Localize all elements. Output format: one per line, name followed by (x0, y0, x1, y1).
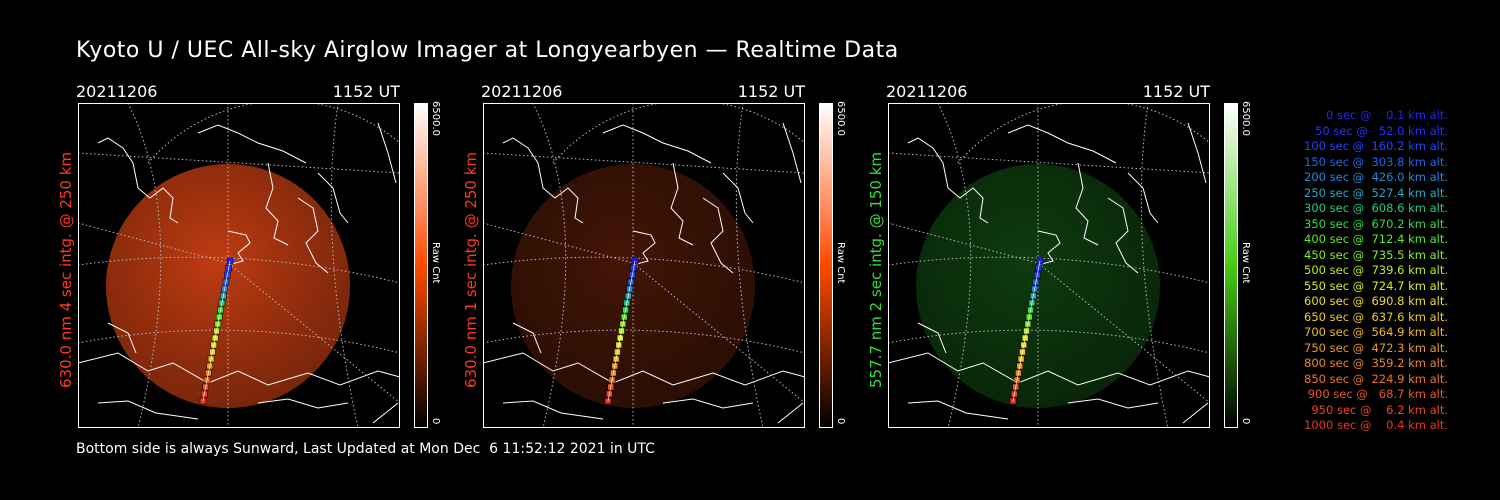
legend-row: 650 sec @ 637.6 km alt. (1304, 309, 1448, 324)
panel3-date: 20211206 (886, 82, 968, 101)
coastline (888, 352, 1210, 386)
panel2-allsky-image (483, 103, 805, 428)
legend-row: 350 sec @ 670.2 km alt. (1304, 216, 1448, 231)
coastline (197, 124, 307, 164)
coastline (777, 402, 804, 424)
panel3-colorbar (1224, 103, 1238, 428)
legend-row: 50 sec @ 52.0 km alt. (1315, 123, 1448, 138)
graticule-line (957, 103, 1210, 164)
graticule-line (147, 103, 400, 164)
page-title: Kyoto U / UEC All-sky Airglow Imager at … (76, 38, 899, 63)
graticule-line (888, 152, 1210, 174)
airglow-image (106, 164, 350, 408)
legend-row: 400 sec @ 712.4 km alt. (1304, 232, 1448, 246)
panel1-colorbar-unit: Raw Cnt (430, 242, 441, 284)
coastline (702, 197, 734, 274)
graticule-line (888, 256, 1210, 284)
graticule-line (888, 329, 1210, 354)
coastline (907, 400, 1009, 420)
coastline (1007, 124, 1117, 164)
legend-row: 550 sec @ 724.7 km alt. (1304, 278, 1448, 293)
panel2-side-label: 630.0 nm 1 sec intg. @ 250 km (462, 151, 480, 388)
legend-row: 500 sec @ 739.6 km alt. (1304, 263, 1448, 277)
legend-row: 300 sec @ 608.6 km alt. (1304, 201, 1448, 215)
coastline (1127, 172, 1159, 224)
coastline (917, 322, 947, 354)
coastline (78, 352, 400, 386)
coastline (107, 322, 137, 354)
graticule-line (78, 256, 400, 284)
coastline (602, 124, 712, 164)
graticule-line (483, 152, 805, 174)
panel2-colorbar-min: 0 (835, 418, 846, 425)
legend-row: 600 sec @ 690.8 km alt. (1304, 294, 1448, 308)
altitude-time-legend: 0 sec @ 0.1 km alt. 50 sec @ 52.0 km alt.… (1262, 108, 1448, 434)
panel3-side-label: 557.7 nm 2 sec intg. @ 150 km (867, 151, 885, 388)
coastline (97, 400, 199, 420)
coastline (1067, 398, 1159, 409)
panel2-colorbar-max: 6500.0 (835, 101, 846, 136)
coastline (1107, 197, 1139, 274)
graticule-line (78, 329, 400, 354)
legend-row: 950 sec @ 6.2 km alt. (1311, 402, 1448, 417)
legend-row: 750 sec @ 472.3 km alt. (1304, 340, 1448, 355)
legend-row: 800 sec @ 359.2 km alt. (1304, 356, 1448, 370)
panel3-allsky-image (888, 103, 1210, 428)
panel1-allsky-image (78, 103, 400, 428)
graticule-line (483, 256, 805, 284)
coastline (257, 398, 349, 409)
coastline (265, 162, 289, 246)
panel2-colorbar-unit: Raw Cnt (835, 242, 846, 284)
coastline (317, 172, 349, 224)
coastline (512, 322, 542, 354)
graticule-line (483, 329, 805, 354)
coastline (372, 402, 399, 424)
coastline (907, 137, 989, 224)
coastline (1182, 402, 1209, 424)
coastline (377, 122, 397, 184)
panel3-colorbar-unit: Raw Cnt (1240, 242, 1251, 284)
panel3-colorbar-max: 6500.0 (1240, 101, 1251, 136)
legend-row: 100 sec @ 160.2 km alt. (1304, 139, 1448, 153)
legend-row: 450 sec @ 735.5 km alt. (1304, 247, 1448, 262)
panel1-side-label: 630.0 nm 4 sec intg. @ 250 km (57, 151, 75, 388)
legend-row: 700 sec @ 564.9 km alt. (1304, 325, 1448, 339)
coastline (662, 398, 754, 409)
coastline (1187, 122, 1207, 184)
coastline (502, 400, 604, 420)
coastline (632, 230, 656, 266)
coastline (97, 137, 179, 224)
coastline (722, 172, 754, 224)
airglow-image (511, 164, 755, 408)
panel2-colorbar (819, 103, 833, 428)
panel1-date: 20211206 (76, 82, 158, 101)
graticule-line (552, 103, 805, 164)
legend-row: 1000 sec @ 0.4 km alt. (1304, 418, 1448, 432)
panel1-colorbar-min: 0 (430, 418, 441, 425)
panel1-time: 1152 UT (332, 82, 400, 101)
legend-row: 850 sec @ 224.9 km alt. (1304, 371, 1448, 386)
panel2-time: 1152 UT (737, 82, 805, 101)
graticule-line (78, 152, 400, 174)
coastline (502, 137, 584, 224)
legend-row: 250 sec @ 527.4 km alt. (1304, 185, 1448, 200)
legend-row: 200 sec @ 426.0 km alt. (1304, 170, 1448, 184)
coastline (1037, 230, 1061, 266)
coastline (782, 122, 802, 184)
footer-status: Bottom side is always Sunward, Last Upda… (76, 441, 655, 457)
legend-row: 150 sec @ 303.8 km alt. (1304, 154, 1448, 169)
panel2-date: 20211206 (481, 82, 563, 101)
legend-row: 0 sec @ 0.1 km alt. (1325, 108, 1448, 122)
panel1-colorbar-max: 6500.0 (430, 101, 441, 136)
airglow-image (916, 164, 1160, 408)
legend-row: 900 sec @ 68.7 km alt. (1307, 387, 1448, 401)
coastline (483, 352, 805, 386)
panel3-time: 1152 UT (1142, 82, 1210, 101)
coastline (670, 162, 694, 246)
panel1-colorbar (414, 103, 428, 428)
coastline (227, 230, 251, 266)
panel3-colorbar-min: 0 (1240, 418, 1251, 425)
coastline (1075, 162, 1099, 246)
coastline (297, 197, 329, 274)
